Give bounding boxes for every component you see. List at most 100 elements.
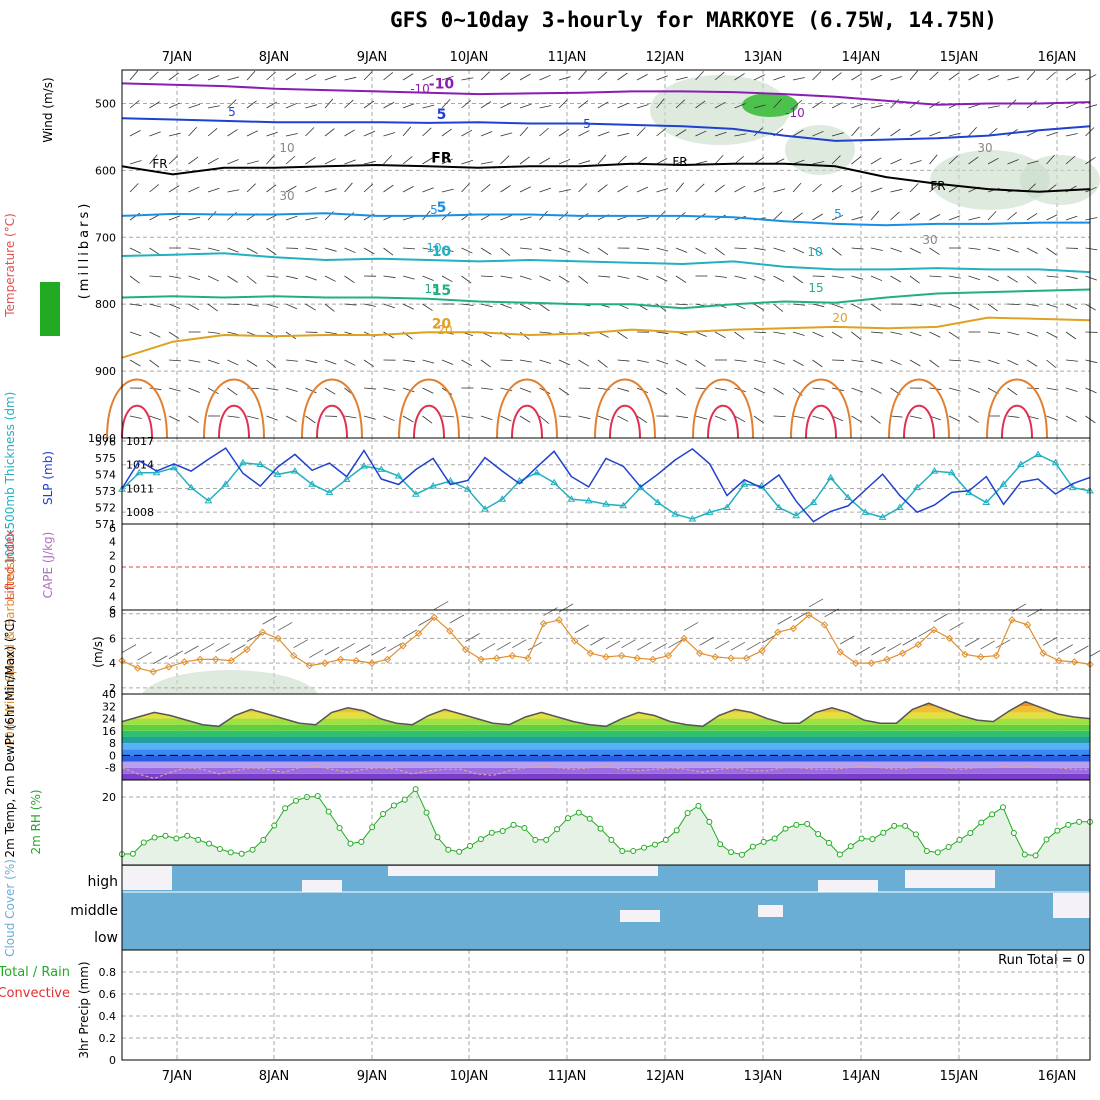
- wind-barb: [441, 98, 451, 109]
- contour-label: 10: [279, 141, 294, 155]
- wind-barb: [968, 303, 980, 311]
- wind-barb: [266, 275, 279, 278]
- contour-label: FR: [152, 157, 167, 171]
- wind-barb: [519, 415, 531, 423]
- rh-marker: [140, 839, 147, 846]
- wind-barb: [1026, 160, 1039, 165]
- isotherm-label: 5: [437, 107, 447, 123]
- wind10-barb: [621, 639, 636, 649]
- rh-shading-high: [742, 93, 798, 117]
- wind-barb: [344, 247, 356, 254]
- rh-marker: [749, 843, 756, 850]
- rh-marker: [129, 850, 136, 857]
- wind-barb: [266, 415, 278, 421]
- wind-barb: [773, 188, 786, 193]
- wind10-barb: [465, 633, 480, 642]
- wind10-marker: [477, 655, 485, 664]
- rh-marker: [967, 830, 974, 837]
- wind-barb: [851, 275, 864, 280]
- wind-barb: [402, 247, 415, 250]
- wind-barb: [441, 415, 454, 418]
- wind10-marker: [368, 659, 376, 667]
- wind-barb: [480, 131, 493, 137]
- wind10-barb: [793, 612, 808, 621]
- wind-barb: [714, 275, 727, 278]
- wind-barb: [714, 154, 724, 165]
- thickness-marker: [273, 470, 282, 477]
- cloud-row-label: high: [87, 874, 118, 890]
- wind-barb: [188, 275, 201, 281]
- wind-barb: [773, 211, 783, 221]
- wind-barb: [851, 331, 862, 340]
- date-label-bottom: 10JAN: [450, 1069, 489, 1084]
- series-slp: [121, 447, 1091, 523]
- thickness-marker: [671, 510, 680, 517]
- wind10-marker: [539, 619, 548, 628]
- wind-barb: [266, 184, 277, 193]
- rh-shading: [930, 150, 1050, 210]
- wind-barb: [227, 303, 240, 306]
- rh-marker: [260, 836, 267, 843]
- wind-barb: [207, 275, 220, 282]
- wind-barb: [324, 247, 337, 252]
- wind10-marker: [977, 653, 985, 661]
- wind-barb: [305, 186, 317, 193]
- wind-barb: [344, 275, 355, 284]
- wind-barb: [539, 415, 550, 424]
- wind-barb: [1085, 74, 1097, 81]
- wind-barb: [987, 157, 999, 165]
- wind-barb: [324, 188, 337, 193]
- wind-barb: [188, 103, 201, 109]
- ylabel-lifted: Lifted Index: [3, 530, 17, 601]
- wind-barb: [987, 275, 1000, 282]
- wind-barb: [753, 74, 765, 81]
- wind-barb: [539, 303, 550, 312]
- date-label-top: 10JAN: [450, 50, 489, 65]
- wind-barb: [773, 415, 786, 418]
- wind-barb: [617, 387, 630, 392]
- rh-marker: [586, 815, 593, 822]
- series-2m-dewpt: [121, 765, 1090, 780]
- wind-barb: [753, 331, 767, 334]
- wind10-barb: [402, 629, 418, 639]
- rh-marker: [173, 835, 180, 842]
- wind-barb: [266, 71, 276, 81]
- wind-barb: [987, 303, 998, 312]
- wind-barb: [890, 158, 902, 165]
- wind-barb: [578, 130, 590, 137]
- wind-barb: [461, 159, 474, 165]
- wind-barb: [461, 303, 474, 306]
- contour-label: 10: [807, 245, 822, 259]
- wind10-marker: [352, 656, 360, 665]
- wind-barb: [129, 359, 141, 367]
- wind-barb: [227, 415, 240, 418]
- wind-barb: [890, 188, 903, 193]
- wind-barb: [402, 126, 412, 137]
- wind-barb: [188, 216, 201, 221]
- wind10-barb: [839, 635, 855, 645]
- wind-barb: [773, 303, 784, 312]
- wind-barb: [1065, 359, 1078, 362]
- wind-barb: [149, 71, 159, 81]
- rh-marker: [662, 836, 669, 843]
- wind-barb: [188, 359, 201, 363]
- rh-marker: [869, 836, 876, 843]
- isotherm-20: [121, 316, 1091, 359]
- wind-barb: [675, 415, 688, 419]
- wind-barb: [558, 275, 570, 283]
- wind10-barb: [512, 639, 527, 649]
- wind-barb: [1007, 387, 1018, 396]
- wind-barb: [402, 359, 415, 363]
- wind-barb: [773, 247, 786, 252]
- wind-barb: [636, 275, 649, 281]
- rh-marker: [1076, 818, 1083, 825]
- wind-barb: [792, 182, 802, 193]
- wind-barb: [539, 331, 552, 334]
- wind-barb: [266, 154, 275, 165]
- wind-barb: [870, 303, 882, 312]
- wind10-barb: [715, 640, 730, 650]
- wind-barb: [617, 359, 630, 362]
- wind-barb: [188, 415, 199, 423]
- contour-label: 20: [832, 311, 847, 325]
- wind-barb: [246, 303, 259, 307]
